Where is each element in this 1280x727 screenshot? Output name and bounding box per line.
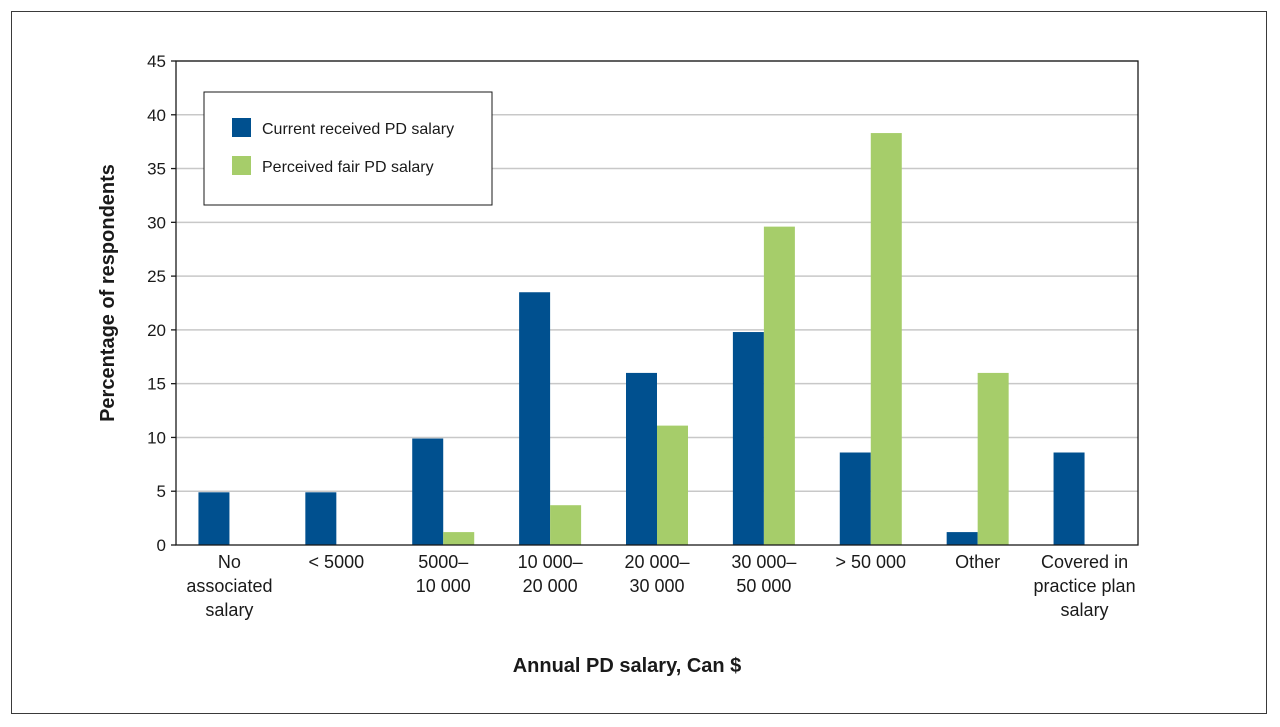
x-category-label: Other [955, 552, 1000, 572]
bar-current [839, 452, 871, 545]
y-axis-title: Percentage of respondents [97, 164, 119, 422]
x-category-labels: No associated salary < 5000 5000– 10 000 10 00… [186, 552, 1135, 620]
x-category-label: Covered in practice plan salary [1034, 552, 1136, 620]
bar-fair [443, 532, 475, 545]
y-tick-label: 5 [157, 482, 166, 501]
y-tick-label: 0 [157, 536, 166, 555]
bar-current [412, 438, 444, 545]
bar-current [626, 372, 657, 545]
x-axis-title: Annual PD salary, Can $ [513, 655, 742, 677]
bar-current [519, 292, 551, 545]
legend-swatch-current [232, 118, 251, 137]
x-category-label: < 5000 [309, 552, 365, 572]
bar-fair [977, 372, 1009, 545]
bar-current [1053, 452, 1085, 545]
legend-label-fair: Perceived fair PD salary [262, 159, 434, 176]
bars [198, 133, 1085, 545]
legend-label-current: Current received PD salary [262, 121, 454, 138]
legend: Current received PD salary Perceived fai… [203, 91, 493, 206]
x-category-label: 5000– 10 000 [416, 552, 471, 596]
y-tick-label: 15 [147, 375, 166, 394]
bar-fair [763, 226, 795, 545]
plot-area-border [175, 60, 1139, 546]
y-tick-label: 25 [147, 267, 166, 286]
bar-fair [870, 133, 902, 545]
bar-fair [550, 505, 582, 545]
y-tick-label: 20 [147, 321, 166, 340]
y-tick-label: 30 [147, 213, 166, 232]
bar-current [305, 492, 337, 545]
bar-current [732, 332, 764, 545]
bar-current [946, 532, 978, 545]
y-tick-label: 10 [147, 428, 166, 447]
legend-box [203, 91, 493, 206]
x-category-label: 20 000– 30 000 [624, 552, 689, 596]
x-category-label: 30 000– 50 000 [731, 552, 796, 596]
legend-swatch-fair [232, 156, 251, 175]
figure-frame [11, 11, 1267, 714]
y-tick-label: 45 [147, 52, 166, 71]
axes [171, 60, 1139, 546]
bar-fair [657, 425, 688, 545]
y-tick-labels: 0 5 10 15 20 25 30 35 40 45 [147, 52, 166, 555]
bar-current [198, 492, 230, 545]
x-category-label: 10 000– 20 000 [518, 552, 583, 596]
x-category-label: > 50 000 [835, 552, 906, 572]
y-tick-label: 35 [147, 160, 166, 179]
x-category-label: No associated salary [186, 552, 272, 620]
y-tick-label: 40 [147, 106, 166, 125]
